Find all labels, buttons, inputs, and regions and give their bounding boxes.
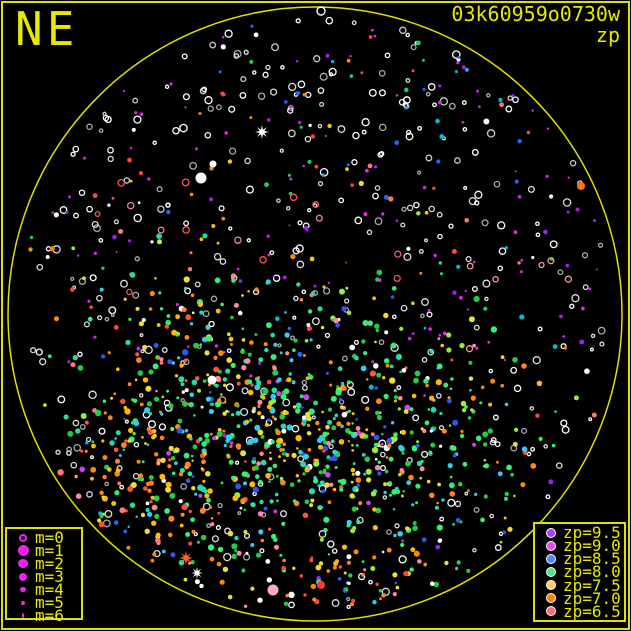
star-group-red-rings [94, 178, 402, 296]
zp-legend-row: zp=9.5 [539, 523, 624, 543]
star-group-cluster-right [189, 286, 579, 605]
legend-symbol-cell [539, 580, 563, 591]
legend-symbol-cell [11, 558, 35, 569]
magnitude-dot-icon [17, 545, 29, 556]
magnitude-dot-icon [21, 600, 25, 605]
star-group-bottom-scatter [152, 547, 471, 608]
m-legend-row: m=5 [11, 593, 81, 612]
magnitude-dot-icon [19, 572, 27, 581]
star-group-field-rings-top [72, 26, 577, 229]
m-legend-row: m=4 [11, 580, 81, 599]
zp-subtitle: zp [595, 23, 620, 47]
magnitude-dot-icon [20, 586, 26, 593]
legend-symbol-cell [539, 553, 563, 564]
legend-symbol-cell [539, 593, 563, 604]
star-group-magenta-small [51, 28, 598, 378]
zp-legend-row: zp=9.0 [539, 536, 624, 556]
star-group-cluster-left [54, 179, 350, 585]
legend-symbol-cell [11, 600, 35, 605]
legend-symbol-cell [539, 566, 563, 577]
zp-color-dot-icon [546, 580, 556, 591]
zp-legend-row: zp=8.5 [539, 549, 624, 569]
zp-color-dot-icon [546, 593, 556, 604]
zp-color-dot-icon [546, 553, 556, 564]
legend-symbol-cell [539, 606, 563, 617]
m-legend-row: m=1 [11, 541, 81, 560]
legend-symbol-cell [539, 540, 563, 551]
star-group-lower-left-warm [57, 352, 271, 572]
legend-symbol-cell [539, 527, 563, 538]
legend-label: zp=7.5 [563, 575, 621, 595]
legend-symbol-cell [11, 572, 35, 581]
notable-stars [179, 6, 585, 596]
zp-color-dot-icon [546, 606, 556, 617]
zp-color-dot-icon [546, 527, 556, 538]
legend-label: m=2 [35, 554, 64, 573]
zp-legend-row: zp=8.0 [539, 562, 624, 582]
legend-label: zp=9.0 [563, 536, 621, 556]
zp-color-dot-icon [546, 566, 556, 577]
m-legend-row: m=3 [11, 567, 81, 586]
legend-symbol-cell [11, 586, 35, 593]
star-group-top-colored [249, 55, 531, 196]
legend-label: zp=8.0 [563, 562, 621, 582]
legend-symbol-cell [11, 533, 35, 542]
m-legend: m=0 m=1 m=2 m=3 m=4 m=5 m=6 [5, 527, 83, 625]
star-group-pink-rings [465, 257, 573, 353]
orientation-label: NE [15, 2, 79, 56]
magnitude-dot-icon [18, 558, 28, 569]
legend-label: m=4 [35, 580, 64, 599]
legend-label: m=3 [35, 567, 64, 586]
m-legend-row: m=2 [11, 554, 81, 573]
m-legend-row: m=6 [11, 606, 81, 625]
legend-label: m=1 [35, 541, 64, 560]
legend-label: zp=8.5 [563, 549, 621, 569]
star-group-field-rings [30, 16, 606, 610]
legend-label: zp=7.0 [563, 588, 621, 608]
plate-title: 03k60959o0730w [451, 2, 620, 26]
magnitude-ring-icon [19, 533, 27, 542]
zp-color-dot-icon [546, 540, 556, 551]
zp-legend-row: zp=7.0 [539, 588, 624, 608]
legend-label: zp=6.5 [563, 601, 621, 621]
zp-legend: zp=9.5 zp=9.0 zp=8.5 zp=8.0 zp=7.5 zp=7.0 zp=6… [533, 522, 626, 622]
star-group-white-filled [45, 32, 590, 598]
legend-label: m=0 [35, 528, 64, 547]
legend-label: m=6 [35, 606, 64, 625]
legend-symbol-cell [11, 545, 35, 556]
zp-legend-row: zp=7.5 [539, 575, 624, 595]
legend-label: zp=9.5 [563, 523, 621, 543]
legend-symbol-cell [11, 613, 35, 618]
m-legend-row: m=0 [11, 528, 81, 547]
magnitude-dot-icon [21, 613, 25, 618]
legend-label: m=5 [35, 593, 64, 612]
zp-legend-row: zp=6.5 [539, 601, 624, 621]
